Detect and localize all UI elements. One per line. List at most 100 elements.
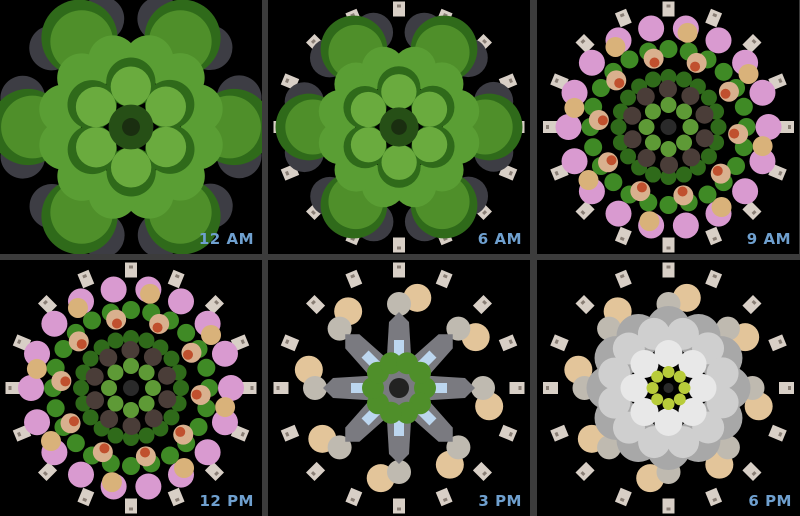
foliage-blob (122, 457, 140, 475)
pink-figure (135, 473, 162, 500)
foliage-blob (676, 134, 693, 151)
sign-tile (498, 334, 518, 352)
rubble-pile (688, 374, 717, 402)
tree-canopy (350, 91, 387, 128)
foliage-blob (138, 364, 155, 381)
sign-tile (662, 262, 675, 278)
house-roof (729, 128, 740, 139)
sign-tile (167, 269, 185, 289)
machine-part (471, 376, 495, 400)
foliage-blob (107, 427, 124, 444)
tan-figure (26, 358, 47, 379)
rubble-pile (620, 374, 649, 402)
foliage-blob (659, 40, 678, 58)
foliage-blob (161, 446, 179, 465)
sign-tile (435, 269, 453, 289)
sign-tile (614, 269, 632, 289)
house-roof (68, 416, 79, 427)
tree-canopy (411, 126, 448, 163)
foliage-blob (138, 395, 155, 412)
house-roof (614, 78, 625, 89)
dark-figure (681, 86, 700, 105)
foliage-blob (645, 166, 662, 183)
foliage-blob (644, 103, 661, 120)
dark-figure (695, 129, 714, 148)
foliage-blob (620, 148, 637, 165)
dark-figure (86, 391, 105, 410)
rubble-pile (654, 408, 683, 436)
tree-canopy (145, 126, 187, 168)
tree-canopy (381, 74, 417, 110)
foliage-blob (396, 401, 419, 424)
foliage-blob (620, 50, 639, 69)
foliage-blob (700, 148, 717, 165)
sign-tile (393, 262, 405, 278)
tan-figure (605, 36, 626, 57)
sign-tile (125, 498, 137, 514)
pink-figure (755, 114, 782, 140)
sign-tile (550, 334, 569, 352)
tree-canopy (110, 147, 152, 188)
pink-figure (194, 439, 221, 466)
house-roof (183, 349, 194, 360)
foliage-blob (107, 332, 124, 349)
sign-tile (509, 382, 525, 394)
sign-tile (5, 382, 21, 394)
foliage-blob (197, 358, 216, 377)
tree-canopy (145, 86, 187, 127)
sign-tile (705, 269, 723, 289)
foliage-blob (54, 340, 73, 358)
house-roof (636, 182, 647, 193)
pink-figure (18, 375, 44, 401)
sign-tile (779, 382, 794, 394)
foliage-blob (82, 409, 99, 426)
dark-figure (658, 80, 677, 99)
center-hub (391, 119, 407, 135)
foliage-blob (123, 358, 139, 374)
foliage-blob (698, 185, 717, 204)
sign-tile (435, 487, 453, 507)
sign-tile (575, 34, 595, 54)
sign-tile (662, 498, 675, 514)
pink-figure (672, 212, 699, 239)
house-roof (720, 88, 731, 99)
sign-tile (662, 1, 675, 17)
pink-figure (211, 340, 238, 367)
foliage-blob (145, 380, 161, 396)
sign-tile (550, 424, 569, 442)
sign-tile (306, 461, 326, 481)
sign-tile (543, 121, 558, 133)
dark-figure (682, 148, 701, 167)
sign-tile (705, 487, 723, 507)
foliage-blob (700, 89, 717, 106)
foliage-blob (138, 332, 155, 349)
foliage-blob (675, 71, 692, 88)
dark-figure (121, 341, 140, 360)
dark-figure (144, 409, 163, 428)
foliage-blob (591, 79, 610, 97)
dark-figure (636, 87, 655, 106)
kaleidoscope-image (543, 262, 794, 514)
foliage-blob (409, 361, 432, 384)
sign-tile (705, 226, 723, 246)
panel-6am: 6 AM (268, 0, 530, 254)
sign-tile (614, 226, 632, 246)
sign-tile (345, 269, 363, 289)
house-roof (690, 61, 701, 72)
sign-tile (393, 1, 405, 17)
foliage-blob (673, 370, 686, 383)
foliage-blob (66, 434, 85, 453)
pink-figure (605, 200, 632, 227)
house-roof (677, 186, 688, 197)
dark-figure (623, 106, 642, 125)
sign-tile (614, 487, 632, 507)
rubble-pile (630, 349, 659, 378)
tan-figure (711, 197, 732, 218)
center-hub (389, 378, 409, 398)
sign-tile (575, 461, 595, 481)
house-roof (597, 115, 608, 126)
tan-figure (738, 63, 759, 84)
sign-tile (472, 295, 492, 315)
kaleidoscope-image (0, 0, 262, 254)
